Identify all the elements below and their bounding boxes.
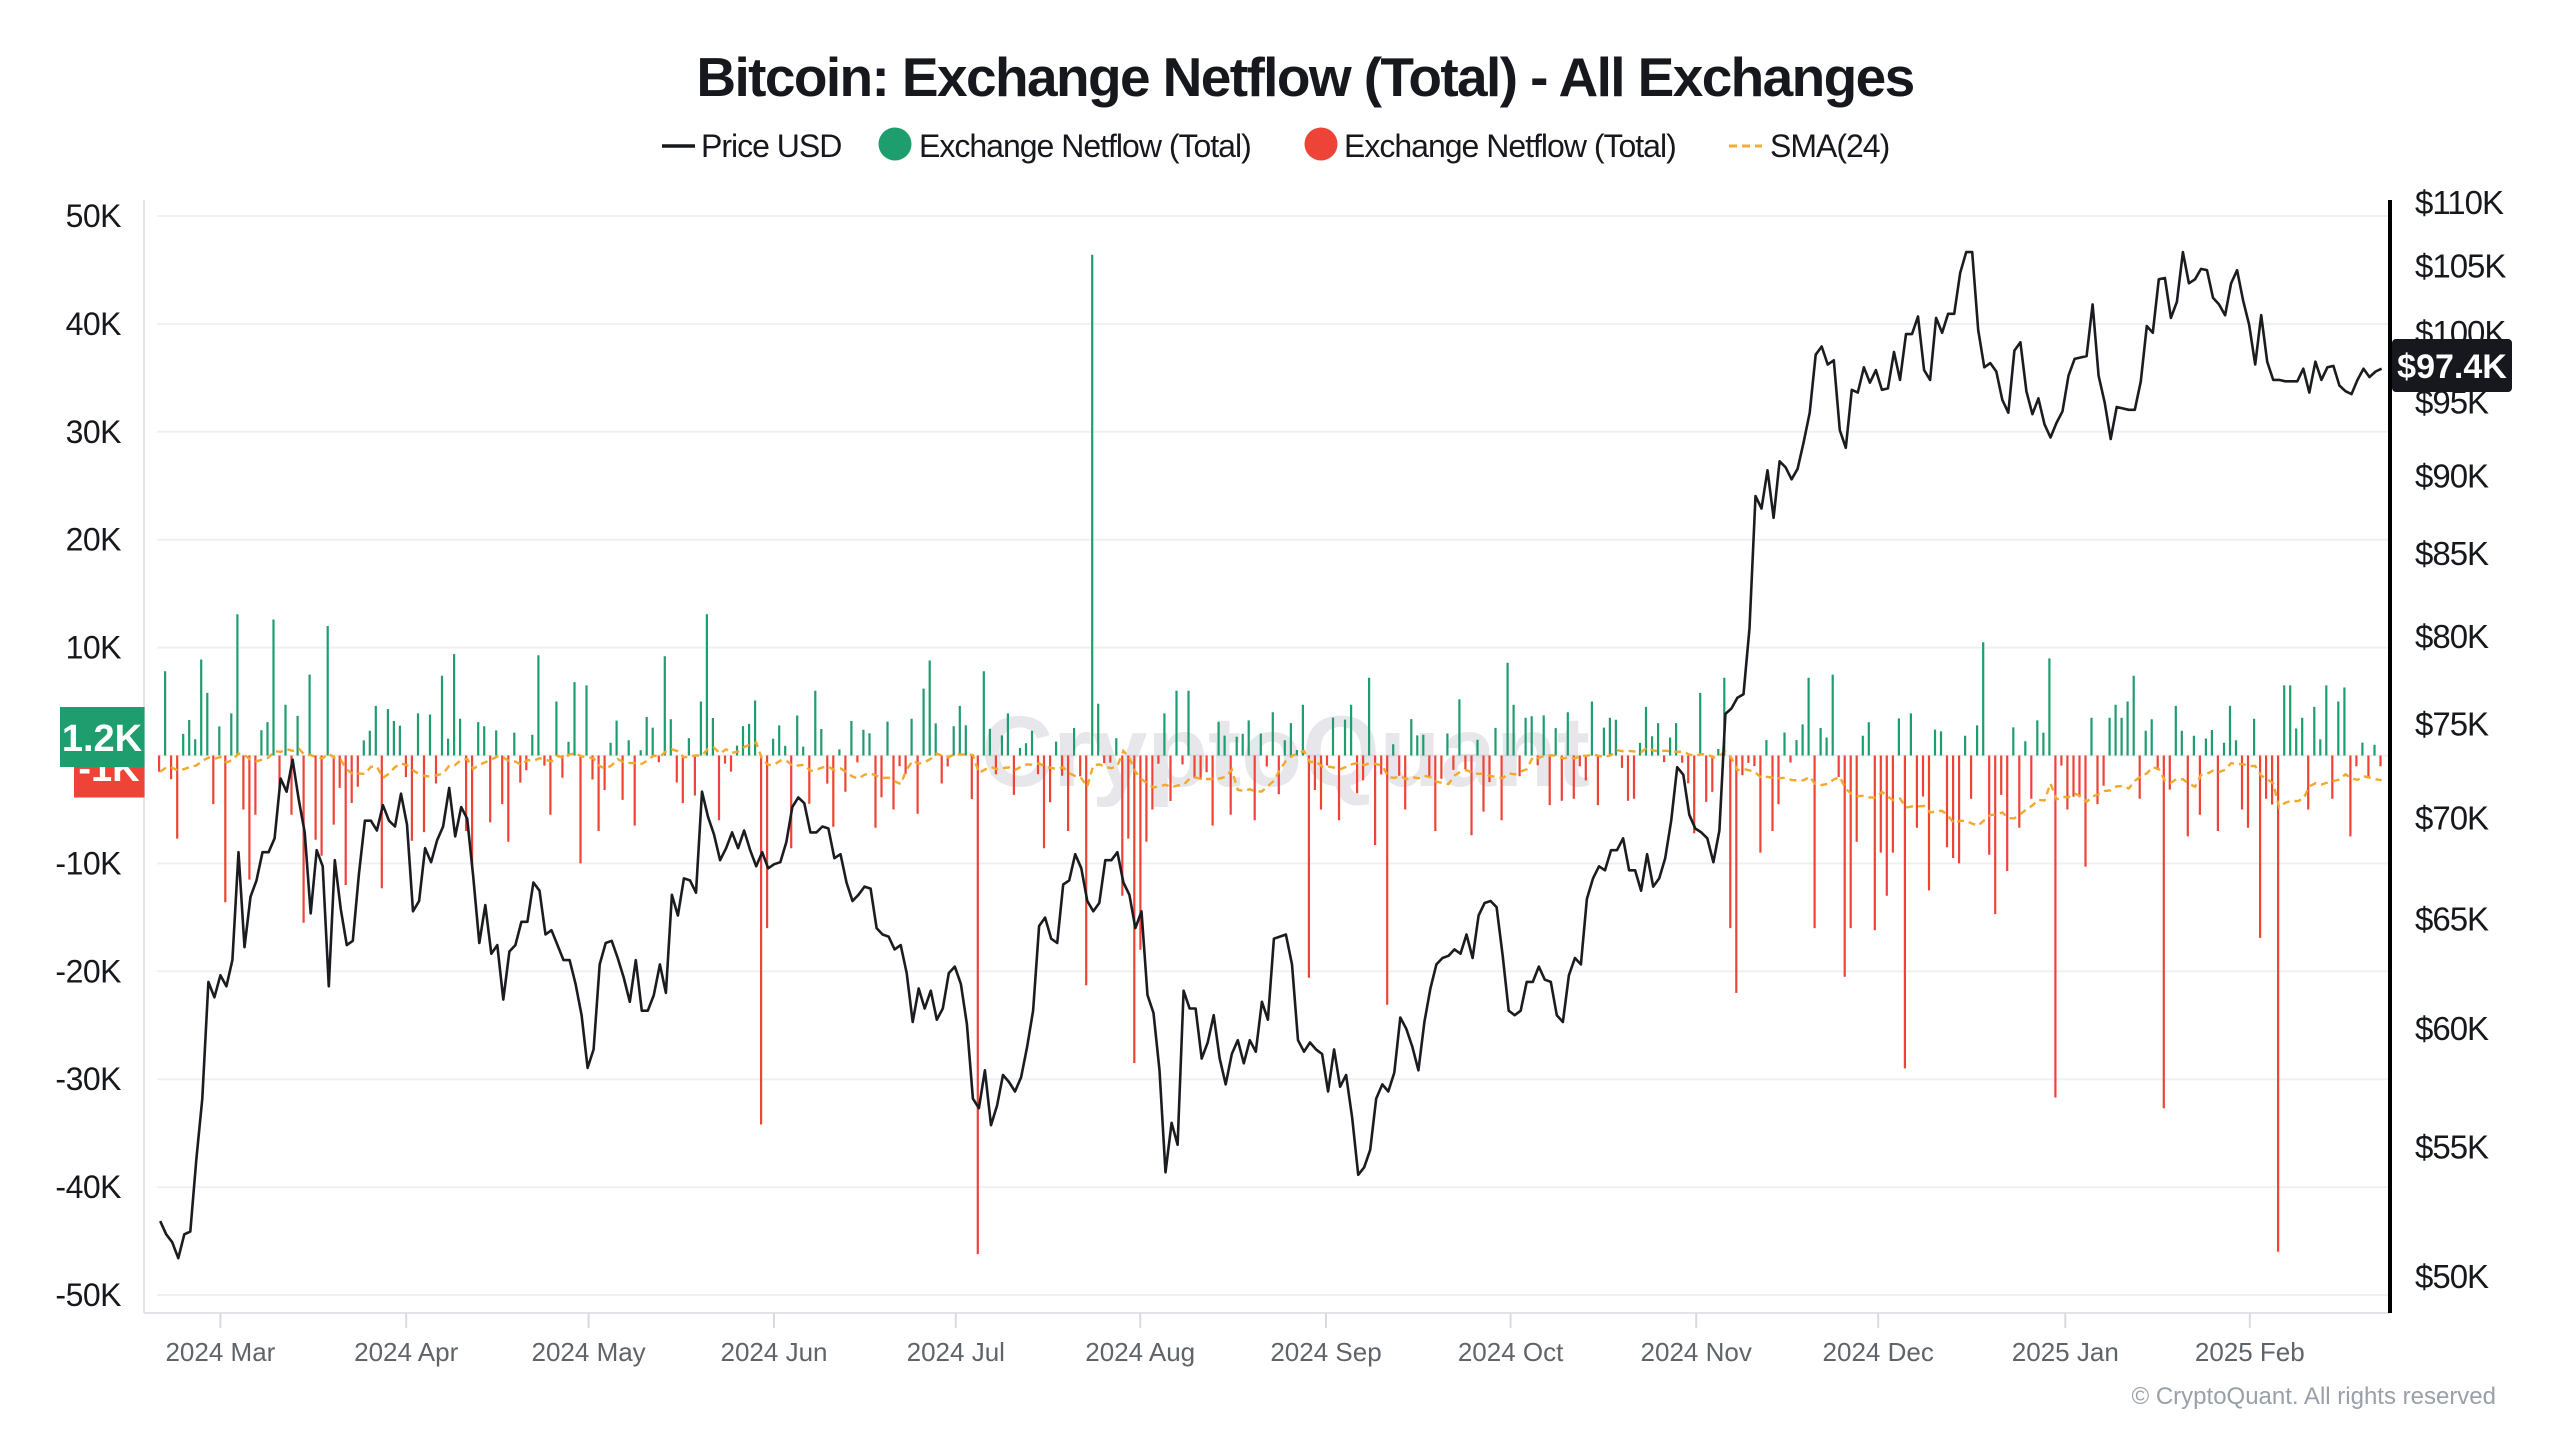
svg-text:2024 Sep: 2024 Sep bbox=[1270, 1337, 1381, 1367]
svg-text:-30K: -30K bbox=[55, 1061, 121, 1097]
svg-text:CryptoQuant: CryptoQuant bbox=[981, 696, 1590, 808]
svg-text:Bitcoin: Exchange Netflow (Tot: Bitcoin: Exchange Netflow (Total) - All … bbox=[696, 46, 1913, 108]
svg-text:$80K: $80K bbox=[2415, 618, 2489, 655]
svg-text:1.2K: 1.2K bbox=[62, 718, 143, 760]
svg-text:2024 Dec: 2024 Dec bbox=[1823, 1337, 1934, 1367]
svg-text:2024 Nov: 2024 Nov bbox=[1641, 1337, 1752, 1367]
svg-text:$65K: $65K bbox=[2415, 901, 2489, 938]
svg-text:-50K: -50K bbox=[55, 1277, 121, 1313]
svg-text:2025 Feb: 2025 Feb bbox=[2195, 1337, 2305, 1367]
svg-text:-40K: -40K bbox=[55, 1169, 121, 1205]
svg-text:SMA(24): SMA(24) bbox=[1770, 128, 1889, 164]
svg-text:2025 Jan: 2025 Jan bbox=[2012, 1337, 2119, 1367]
svg-text:30K: 30K bbox=[66, 414, 122, 450]
svg-text:2024 Jul: 2024 Jul bbox=[907, 1337, 1005, 1367]
svg-text:Price USD: Price USD bbox=[701, 128, 841, 164]
svg-text:$75K: $75K bbox=[2415, 706, 2489, 743]
svg-text:2024 Aug: 2024 Aug bbox=[1085, 1337, 1195, 1367]
svg-text:-20K: -20K bbox=[55, 953, 121, 989]
svg-text:2024 Apr: 2024 Apr bbox=[354, 1337, 458, 1367]
svg-text:$55K: $55K bbox=[2415, 1128, 2489, 1165]
svg-text:40K: 40K bbox=[66, 306, 122, 342]
svg-text:$90K: $90K bbox=[2415, 457, 2489, 494]
svg-text:$50K: $50K bbox=[2415, 1258, 2489, 1295]
svg-text:10K: 10K bbox=[66, 630, 122, 666]
svg-text:$105K: $105K bbox=[2415, 247, 2506, 284]
svg-text:50K: 50K bbox=[66, 198, 122, 234]
svg-text:$85K: $85K bbox=[2415, 535, 2489, 572]
svg-text:20K: 20K bbox=[66, 522, 122, 558]
svg-text:2024 Oct: 2024 Oct bbox=[1458, 1337, 1564, 1367]
svg-text:-10K: -10K bbox=[55, 845, 121, 881]
svg-text:$60K: $60K bbox=[2415, 1010, 2489, 1047]
svg-text:2024 Mar: 2024 Mar bbox=[165, 1337, 275, 1367]
svg-text:2024 Jun: 2024 Jun bbox=[721, 1337, 828, 1367]
svg-text:$97.4K: $97.4K bbox=[2397, 348, 2507, 386]
svg-text:Exchange Netflow (Total): Exchange Netflow (Total) bbox=[1344, 128, 1676, 164]
svg-text:$110K: $110K bbox=[2415, 184, 2504, 221]
svg-text:© CryptoQuant. All rights rese: © CryptoQuant. All rights reserved bbox=[2132, 1383, 2497, 1410]
svg-text:$70K: $70K bbox=[2415, 800, 2489, 837]
svg-text:Exchange Netflow (Total): Exchange Netflow (Total) bbox=[919, 128, 1251, 164]
svg-text:2024 May: 2024 May bbox=[532, 1337, 646, 1367]
